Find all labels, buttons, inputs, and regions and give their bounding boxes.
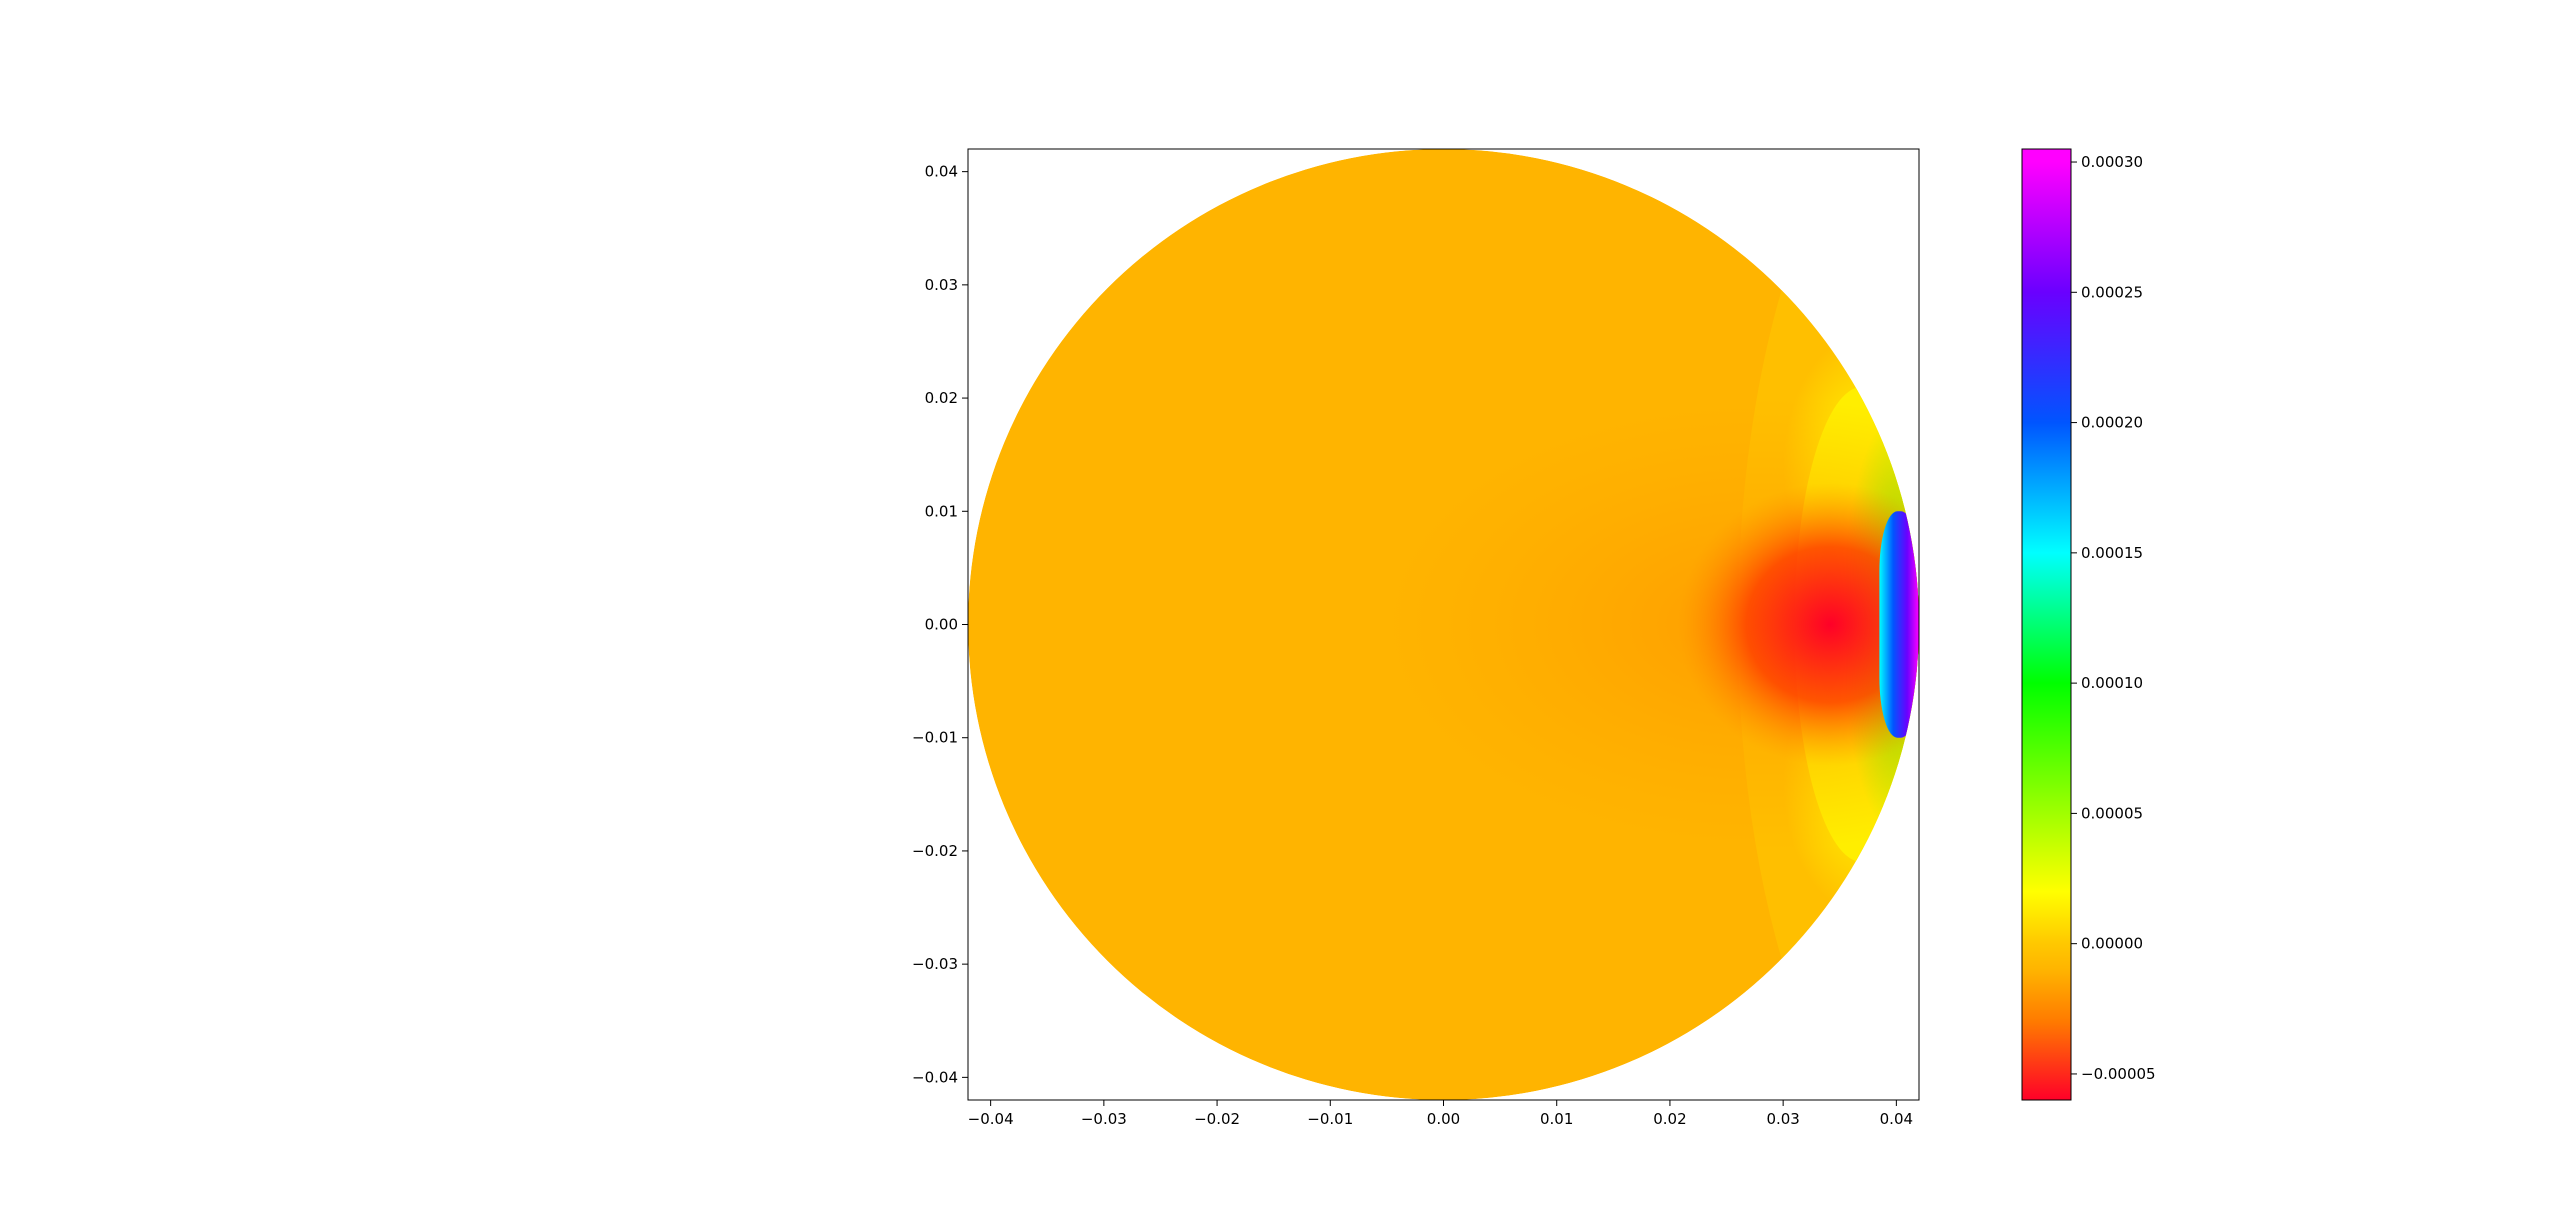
y-axis: 0.04 0.03 0.02 0.01 0.00 −0.01 −0.02 −0.03 −0.04	[912, 163, 968, 1086]
x-tick-label: 0.03	[1766, 1110, 1799, 1128]
colorbar-frame	[2021, 148, 2072, 1101]
y-tick-label: 0.01	[925, 502, 958, 520]
x-tick-label: 0.04	[1880, 1110, 1913, 1128]
x-axis: −0.04 −0.03 −0.02 −0.01 0.00 0.01 0.02 0.03 0.04	[968, 1100, 1913, 1128]
colorbar-axis: −0.00005 0.00000 0.00005 0.00010 0.00015 0.00…	[2071, 153, 2156, 1083]
x-tick-label: 0.00	[1427, 1110, 1460, 1128]
x-tick-label: −0.01	[1307, 1110, 1353, 1128]
x-tick-label: −0.03	[1081, 1110, 1127, 1128]
y-tick-label: 0.00	[925, 616, 958, 634]
colorbar-tick-label: 0.00025	[2081, 283, 2143, 301]
x-tick-label: 0.01	[1540, 1110, 1573, 1128]
x-tick-label: −0.04	[968, 1110, 1014, 1128]
plot-area	[968, 149, 1919, 1100]
x-tick-label: −0.02	[1194, 1110, 1240, 1128]
colorbar-tick-label: 0.00015	[2081, 544, 2143, 562]
x-tick-label: 0.02	[1653, 1110, 1686, 1128]
colorbar-tick-label: 0.00010	[2081, 674, 2143, 692]
y-tick-label: 0.03	[925, 276, 958, 294]
y-tick-label: −0.02	[912, 842, 958, 860]
y-tick-label: −0.04	[912, 1068, 958, 1086]
colorbar-tick-label: 0.00005	[2081, 804, 2143, 822]
contour-field	[968, 149, 1919, 1100]
field-minimum	[1677, 482, 1919, 767]
colorbar: −0.00005 0.00000 0.00005 0.00010 0.00015 0.00…	[2021, 148, 2156, 1101]
colorbar-tick-label: 0.00000	[2081, 935, 2143, 953]
field-maximum	[1879, 511, 1919, 738]
y-tick-label: −0.03	[912, 955, 958, 973]
colorbar-tick-label: 0.00020	[2081, 414, 2143, 432]
colorbar-gradient	[2022, 149, 2071, 1100]
y-tick-label: 0.04	[925, 163, 958, 181]
y-tick-label: −0.01	[912, 729, 958, 747]
colorbar-tick-label: −0.00005	[2081, 1065, 2156, 1083]
colorbar-tick-label: 0.00030	[2081, 153, 2143, 171]
y-tick-label: 0.02	[925, 389, 958, 407]
